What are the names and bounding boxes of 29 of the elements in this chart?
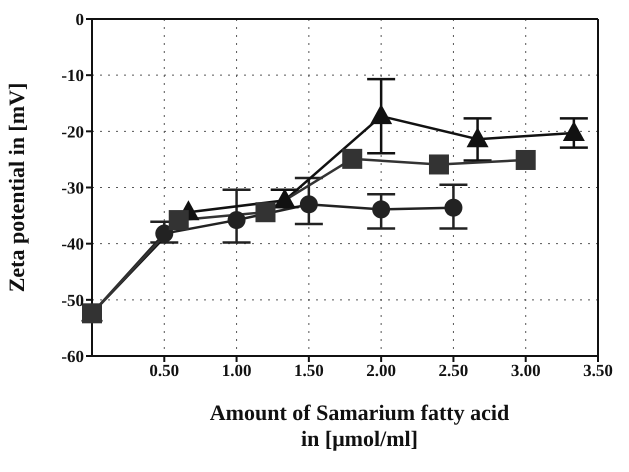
x-tick-label: 1.50	[294, 361, 324, 380]
y-tick-label: -60	[61, 347, 84, 366]
point	[228, 211, 246, 230]
y-tick-label: -30	[61, 178, 84, 198]
x-tick-label: 3.50	[583, 361, 613, 380]
point	[428, 154, 449, 174]
point	[562, 121, 585, 142]
y-tick-label: -50	[61, 290, 84, 310]
x-tick-label: 1.00	[222, 361, 252, 380]
point	[516, 150, 536, 170]
x-axis-title: Amount of Samarium fatty acid in [μmol/ml]	[208, 400, 510, 452]
point	[342, 148, 362, 169]
x-tick-label: 0.50	[149, 361, 180, 380]
x-tick-label: 2.50	[438, 361, 468, 380]
point	[466, 127, 489, 148]
x-tick-label: 2.00	[366, 361, 396, 380]
point	[255, 202, 276, 222]
point	[370, 104, 392, 124]
point	[300, 195, 318, 214]
point	[372, 200, 390, 218]
point	[444, 198, 462, 217]
y-axis-title: Zeta potential in [mV]	[4, 82, 29, 292]
y-tick-label: 0	[76, 10, 84, 30]
point	[168, 210, 189, 230]
y-tick-label: -40	[61, 234, 84, 254]
y-tick-label: -10	[61, 66, 84, 86]
point	[155, 224, 174, 243]
y-tick-label: -20	[61, 122, 84, 142]
x-tick-label: 3.00	[510, 361, 541, 380]
